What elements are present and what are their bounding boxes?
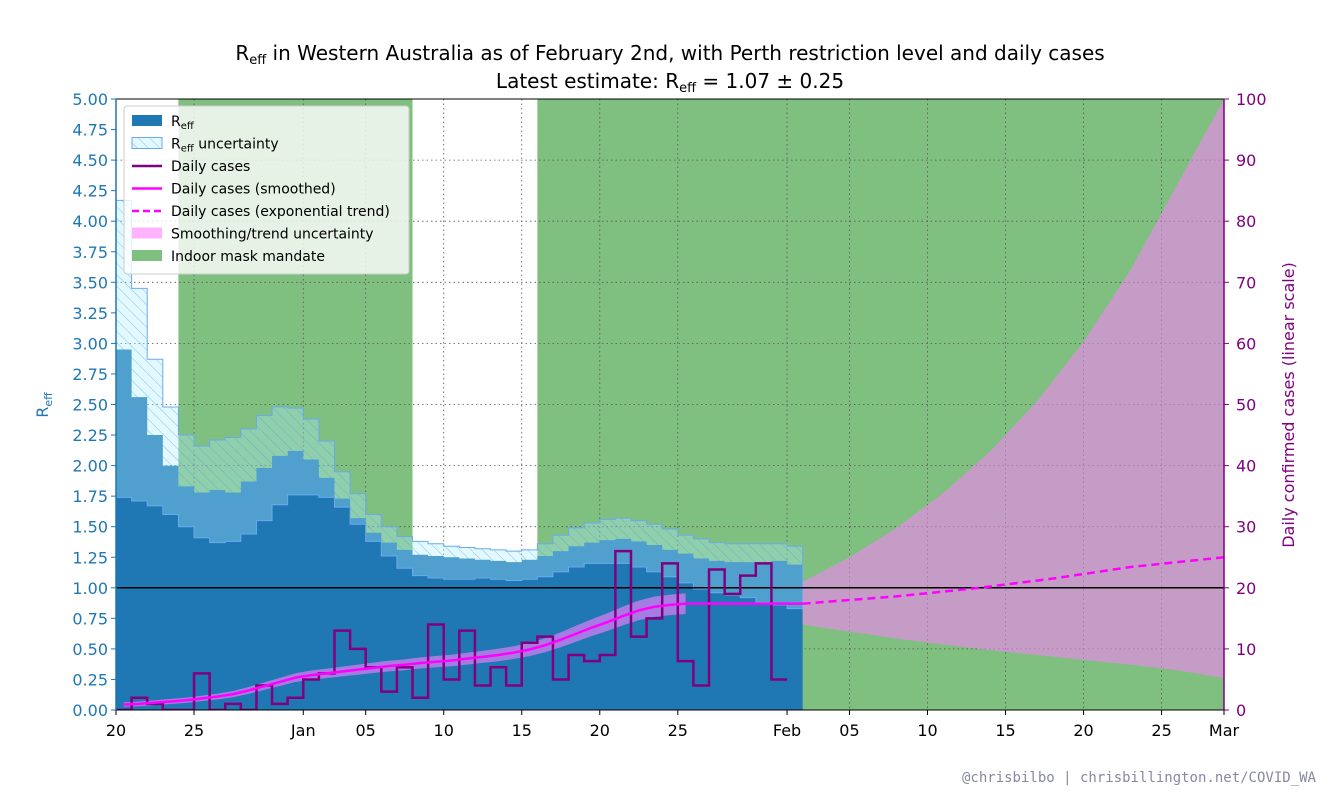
y-tick-label-left: 0.00 <box>72 701 108 720</box>
x-tick-label: Feb <box>773 721 801 740</box>
y-tick-label-right: 100 <box>1236 90 1267 109</box>
y-tick-label-left: 3.00 <box>72 334 108 353</box>
y-tick-label-right: 40 <box>1236 457 1256 476</box>
smoothing-uncertainty-band <box>123 593 686 707</box>
y-tick-label-left: 1.50 <box>72 518 108 537</box>
plot-area <box>116 99 1224 710</box>
x-tick-label: Jan <box>290 721 316 740</box>
daily-cases-line <box>116 549 788 710</box>
smoothed-cases-line <box>123 602 803 706</box>
y-tick-label-left: 0.50 <box>72 640 108 659</box>
chart-title-line1: Reff in Western Australia as of February… <box>235 41 1104 68</box>
y-tick-label-left: 5.00 <box>72 90 108 109</box>
x-tick-label: 15 <box>995 721 1015 740</box>
x-tick-label: 10 <box>434 721 454 740</box>
x-tick-label: 20 <box>106 721 126 740</box>
legend-swatch-reff-uncertainty <box>131 137 163 149</box>
y-tick-label-left: 1.00 <box>72 579 108 598</box>
y-tick-label-left: 3.25 <box>72 304 108 323</box>
y-tick-label-left: 0.25 <box>72 670 108 689</box>
legend-swatch-mask <box>132 250 162 261</box>
x-tick-label: 10 <box>917 721 937 740</box>
axes: 0.00 0.25 0.50 0.75 1.00 1.25 1.50 1.75 2.00 2.25… <box>72 90 1266 740</box>
y-tick-label-left: 2.25 <box>72 426 108 445</box>
y-tick-label-left: 4.00 <box>72 212 108 231</box>
legend-box <box>123 105 410 275</box>
y-tick-label-right: 60 <box>1236 334 1256 353</box>
x-tick-label: 15 <box>512 721 532 740</box>
trend-uncertainty-band <box>802 99 1224 679</box>
legend: Reff Reff uncertainty Daily cases Daily cas… <box>123 105 410 275</box>
x-tick-label: 25 <box>1151 721 1171 740</box>
chart-title-line2: Latest estimate: Reff = 1.07 ± 0.25 <box>496 69 844 96</box>
legend-swatch-reff <box>132 115 162 126</box>
credit-text: @chrisbilbo | chrisbillington.net/COVID_… <box>962 770 1317 786</box>
y-tick-label-right: 10 <box>1236 640 1256 659</box>
y-tick-label-right: 50 <box>1236 396 1256 415</box>
y-tick-label-right: 80 <box>1236 212 1256 231</box>
legend-swatch-trend-uncertainty <box>132 227 162 239</box>
x-tick-label: 20 <box>1073 721 1093 740</box>
y-axis-left-label: Reff <box>33 392 55 418</box>
y-tick-label-right: 90 <box>1236 151 1256 170</box>
y-tick-label-left: 4.75 <box>72 121 108 140</box>
x-tick-label: 05 <box>356 721 376 740</box>
y-tick-label-left: 1.25 <box>72 548 108 567</box>
y-tick-label-right: 0 <box>1236 701 1246 720</box>
y-tick-label-left: 2.00 <box>72 457 108 476</box>
y-tick-label-left: 4.50 <box>72 151 108 170</box>
legend-label-mask: Indoor mask mandate <box>171 249 325 265</box>
legend-label-reff-uncertainty: Reff uncertainty <box>171 137 279 155</box>
legend-label-reff: Reff <box>171 114 195 132</box>
y-tick-label-left: 0.75 <box>72 609 108 628</box>
legend-label-daily-cases: Daily cases <box>171 159 250 175</box>
y-tick-label-left: 3.50 <box>72 273 108 292</box>
legend-label-trend-uncertainty: Smoothing/trend uncertainty <box>171 227 374 243</box>
y-axis-right-label: Daily confirmed cases (linear scale) <box>1279 262 1298 548</box>
y-tick-label-left: 3.75 <box>72 243 108 262</box>
legend-label-trend: Daily cases (exponential trend) <box>171 204 390 220</box>
y-tick-label-left: 2.50 <box>72 396 108 415</box>
y-tick-label-left: 1.75 <box>72 487 108 506</box>
x-tick-label: Mar <box>1209 721 1240 740</box>
y-tick-label-right: 70 <box>1236 273 1256 292</box>
y-tick-label-right: 30 <box>1236 518 1256 537</box>
y-tick-label-right: 20 <box>1236 579 1256 598</box>
x-tick-label: 05 <box>839 721 859 740</box>
legend-label-smoothed: Daily cases (smoothed) <box>171 182 336 198</box>
x-tick-label: 20 <box>590 721 610 740</box>
y-tick-label-left: 2.75 <box>72 365 108 384</box>
x-tick-label: 25 <box>184 721 204 740</box>
reff-uncertainty-band <box>116 199 804 610</box>
x-tick-label: 25 <box>668 721 688 740</box>
y-tick-label-left: 4.25 <box>72 182 108 201</box>
trend-cases-line <box>802 556 1224 605</box>
